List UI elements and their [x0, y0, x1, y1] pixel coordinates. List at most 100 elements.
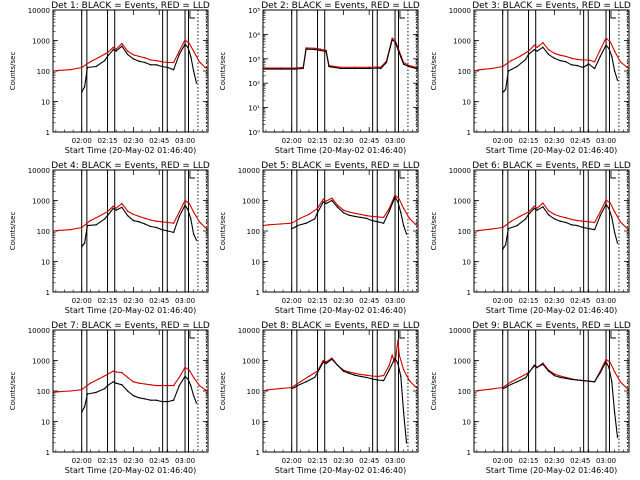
series-point-black [559, 376, 561, 379]
series-point-red [172, 384, 175, 387]
series-point-red [106, 51, 109, 54]
series-point-red [339, 66, 342, 69]
series-point-red [613, 371, 616, 373]
series-point-black [331, 199, 333, 202]
y-tick-label: 1 [467, 129, 471, 137]
series-point-black [565, 377, 567, 379]
series-point-red [559, 375, 561, 377]
bracket-marker [189, 171, 195, 179]
series-point-red [377, 66, 379, 68]
series-point-red [81, 389, 83, 391]
series-point-black [82, 88, 84, 91]
x-tick-label: 02:30 [123, 457, 143, 465]
series-point-black [172, 231, 175, 234]
series-point-red [184, 199, 186, 202]
series-point-black [542, 206, 544, 208]
series-point-red [106, 373, 109, 376]
series-point-black [132, 58, 135, 60]
series-point-black [115, 382, 117, 384]
plot-frame [52, 329, 209, 453]
x-tick-label: 02:00 [282, 137, 302, 145]
plot-frame [52, 169, 209, 293]
x-tick-label: 02:30 [333, 297, 353, 305]
series-point-red [112, 46, 115, 48]
series-point-black [126, 53, 129, 56]
series-point-black [593, 381, 596, 383]
y-tick-label: 100 [458, 228, 471, 236]
x-tick-label: 02:00 [72, 457, 92, 465]
y-tick-label: 10⁵ [248, 7, 260, 15]
series-point-black [167, 400, 169, 403]
y-axis-label: Counts/sec [9, 52, 17, 91]
series-point-black [599, 214, 601, 217]
x-axis-label: Start Time (20-May-02 01:46:40) [65, 466, 196, 475]
y-tick-label: 10 [462, 419, 471, 427]
series-point-black [325, 50, 327, 53]
series-point-black [95, 65, 97, 68]
series-point-red [377, 216, 379, 218]
x-tick-label: 02:30 [333, 457, 353, 465]
series-point-black [394, 357, 396, 359]
series-point-black [547, 370, 550, 372]
plot-frame [262, 329, 419, 453]
x-tick-label: 02:45 [359, 137, 379, 145]
series-point-red [377, 375, 379, 378]
x-tick-label: 03:00 [385, 297, 405, 305]
plot-area [263, 330, 418, 452]
series-point-red [609, 202, 611, 204]
series-point-red [149, 59, 152, 61]
y-tick-label: 10000 [28, 167, 50, 175]
series-point-black [195, 239, 198, 241]
series-point-red [155, 220, 157, 222]
series-point-black [178, 53, 180, 56]
x-tick-label: 02:00 [282, 297, 302, 305]
series-point-black [339, 67, 342, 70]
series-point-black [570, 224, 573, 226]
series-point-black [190, 218, 192, 220]
series-point-red [609, 362, 611, 364]
series-point-black [331, 358, 333, 360]
series-point-black [322, 361, 324, 363]
series-point-red [365, 374, 367, 376]
x-tick-label: 02:30 [123, 137, 143, 145]
y-tick-label: 10³ [248, 56, 260, 64]
x-tick-label: 02:00 [72, 137, 92, 145]
series-point-black [559, 59, 561, 62]
y-tick-label: 1000 [32, 358, 50, 366]
series-point-red [149, 219, 152, 221]
series-point-red [397, 339, 399, 342]
series-point-black [527, 372, 530, 374]
series-point-red [414, 223, 416, 225]
series-point-black [192, 233, 195, 235]
series-point-red [570, 57, 573, 59]
series-point-black [527, 53, 530, 56]
series-point-black [121, 206, 123, 208]
series-point-red [593, 61, 596, 63]
panel-det-1: Det 1: BLACK = Events, RED = LLD Counts/s… [9, 1, 210, 155]
panel-title: Det 5: BLACK = Events, RED = LLD [261, 161, 420, 171]
series-point-red [172, 61, 175, 64]
series-point-black [570, 378, 573, 381]
series-point-red [588, 59, 590, 61]
series-point-red [204, 66, 206, 69]
x-tick-label: 02:00 [493, 457, 513, 465]
series-point-black [293, 68, 296, 70]
x-tick-label: 02:15 [97, 457, 117, 465]
y-tick-label: 100 [458, 68, 471, 76]
series-point-black [613, 411, 616, 413]
y-tick-label: 10000 [28, 7, 50, 15]
series-point-red [348, 371, 350, 373]
series-point-black [570, 64, 573, 66]
y-tick-label: 1000 [32, 38, 50, 46]
y-tick-label: 1 [467, 449, 471, 457]
series-point-red [619, 221, 622, 223]
series-point-red [510, 220, 512, 222]
series-point-black [83, 242, 86, 244]
series-point-black [400, 211, 402, 214]
y-tick-label: 1 [46, 449, 50, 457]
series-point-black [328, 65, 330, 68]
series-point-black [502, 91, 504, 94]
series-point-black [368, 67, 370, 70]
series-point-black [178, 215, 180, 218]
series-point-red [398, 354, 400, 356]
